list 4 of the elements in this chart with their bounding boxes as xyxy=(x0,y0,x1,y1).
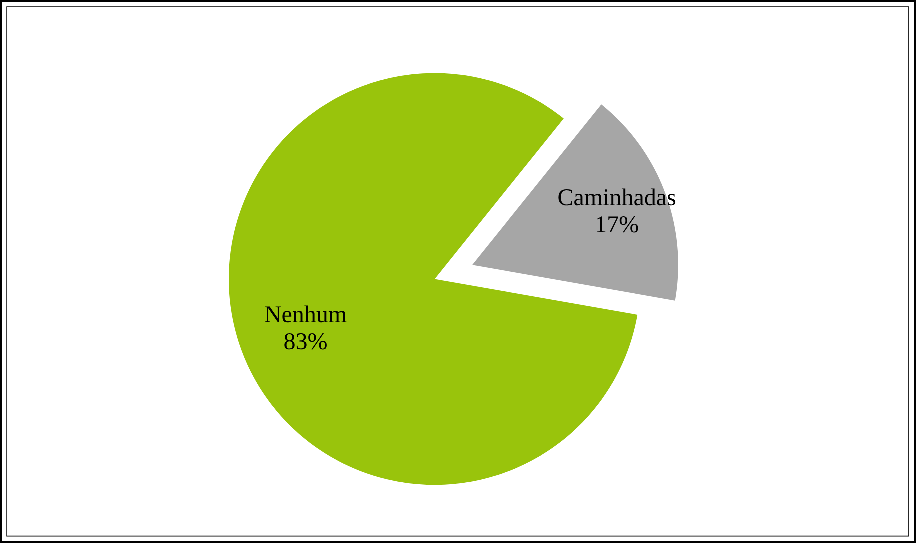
slice-label: Nenhum xyxy=(265,306,347,322)
slice-label: Caminhadas xyxy=(558,188,676,206)
data-label: 17% xyxy=(597,216,638,233)
data-label: 83% xyxy=(284,333,327,350)
